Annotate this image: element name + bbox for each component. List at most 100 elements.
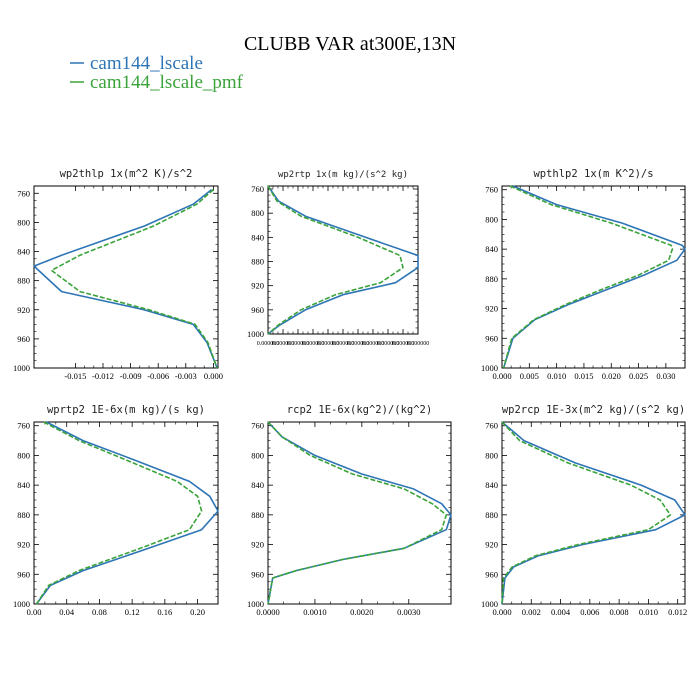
x-tick-label: 0.000000 xyxy=(317,341,340,347)
x-tick-label: 0.012 xyxy=(668,607,687,617)
y-tick-label: 920 xyxy=(251,281,264,291)
y-tick-label: 840 xyxy=(485,480,498,490)
panel-4: wprtp2 1E-6x(m kg)/(s kg) 760 800 840 880 920… xyxy=(13,404,219,617)
x-tick-label: 0.000000 xyxy=(332,341,355,347)
legend-label-cam144-lscale-pmf: cam144_lscale_pmf xyxy=(90,72,244,93)
x-tick-label: 0.025 xyxy=(629,371,648,381)
series-line-cam144-lscale-pmf xyxy=(35,421,203,605)
y-tick-label: 760 xyxy=(17,188,30,198)
x-tick-label: 0.08 xyxy=(92,607,107,617)
x-tick-label: 0.010 xyxy=(547,371,566,381)
y-tick-label: 880 xyxy=(485,510,498,520)
panel-title: rcp2 1E-6x(kg^2)/(kg^2) xyxy=(287,404,432,416)
plot-frame xyxy=(33,185,219,369)
x-tick-label: -0.015 xyxy=(64,371,86,381)
series-line-cam144-lscale-pmf xyxy=(502,185,674,369)
legend: cam144_lscale cam144_lscale_pmf xyxy=(70,53,244,93)
y-tick-label: 920 xyxy=(485,304,498,314)
y-tick-label: 920 xyxy=(17,305,30,315)
x-tick-label: 0.000000 xyxy=(362,341,385,347)
panel-1: wp2thlp 1x(m^2 K)/s^2 760 800 840 880 920 960 1… xyxy=(13,168,223,381)
x-tick-label: 0.0010 xyxy=(303,607,326,617)
y-tick-label: 960 xyxy=(485,333,498,343)
x-tick-label: 0.0030 xyxy=(397,607,420,617)
x-tick-label: 0.12 xyxy=(125,607,140,617)
x-tick-label: 0.000000 xyxy=(257,341,280,347)
x-tick-label: -0.003 xyxy=(175,371,197,381)
x-tick-label: 0.000000 xyxy=(392,341,415,347)
series-line-cam144-lscale xyxy=(267,421,452,605)
x-tick-label: 0.030 xyxy=(656,371,675,381)
y-tick-label: 800 xyxy=(251,450,264,460)
y-tick-label: 1000 xyxy=(481,599,498,609)
panel-title: wprtp2 1E-6x(m kg)/(s kg) xyxy=(47,404,205,416)
x-tick-label: 0.20 xyxy=(190,607,205,617)
series-line-cam144-lscale xyxy=(501,421,686,605)
y-tick-label: 800 xyxy=(485,450,498,460)
x-tick-label: 0.006 xyxy=(580,607,599,617)
x-tick-label: -0.009 xyxy=(120,371,142,381)
series-line-cam144-lscale xyxy=(502,185,686,369)
y-tick-label: 1000 xyxy=(481,363,498,373)
series-line-cam144-lscale-pmf xyxy=(267,185,404,335)
x-tick-label: 0.0020 xyxy=(350,607,373,617)
x-tick-label: -0.006 xyxy=(147,371,169,381)
panel-6: wp2rcp 1E-3x(m^2 kg)/(s^2 kg) 760 800 840 88… xyxy=(481,404,687,617)
y-tick-label: 880 xyxy=(251,510,264,520)
y-tick-label: 840 xyxy=(17,247,30,257)
panel-title: wp2rcp 1E-3x(m^2 kg)/(s^2 kg) xyxy=(502,404,685,416)
y-tick-label: 760 xyxy=(485,421,498,431)
series-line-cam144-lscale xyxy=(35,421,219,605)
y-tick-label: 960 xyxy=(17,334,30,344)
y-tick-label: 920 xyxy=(251,540,264,550)
x-tick-label: 0.002 xyxy=(522,607,541,617)
y-tick-label: 760 xyxy=(251,421,264,431)
y-tick-label: 840 xyxy=(251,232,264,242)
panel-title: wp2thlp 1x(m^2 K)/s^2 xyxy=(60,168,193,180)
x-tick-label: 0.000 xyxy=(204,371,223,381)
y-tick-label: 1000 xyxy=(247,599,264,609)
y-tick-label: 880 xyxy=(17,510,30,520)
y-tick-label: 880 xyxy=(251,257,264,267)
panel-title: wpthlp2 1x(m K^2)/s xyxy=(533,168,653,180)
plot-frame xyxy=(501,185,686,369)
series-line-cam144-lscale xyxy=(267,185,419,335)
series-line-cam144-lscale-pmf xyxy=(267,421,448,605)
y-tick-label: 800 xyxy=(17,450,30,460)
y-tick-label: 880 xyxy=(17,276,30,286)
panels: wp2thlp 1x(m^2 K)/s^2 760 800 840 880 920 960 1… xyxy=(13,168,687,617)
x-tick-label: 0.00 xyxy=(27,607,42,617)
y-tick-label: 760 xyxy=(251,184,264,194)
x-tick-label: 0.008 xyxy=(610,607,629,617)
x-tick-label: 0.015 xyxy=(574,371,593,381)
legend-label-cam144-lscale: cam144_lscale xyxy=(90,53,203,74)
x-tick-label: 0.000 xyxy=(492,371,511,381)
x-tick-label: 0.000 xyxy=(492,607,511,617)
x-tick-label: 0.000000 xyxy=(407,341,430,347)
y-tick-label: 840 xyxy=(251,480,264,490)
x-tick-label: 0.004 xyxy=(551,607,571,617)
series-line-cam144-lscale xyxy=(33,188,218,369)
series-line-cam144-lscale-pmf xyxy=(50,188,218,369)
x-tick-label: 0.04 xyxy=(59,607,75,617)
series-line-cam144-lscale-pmf xyxy=(501,421,672,605)
y-tick-label: 840 xyxy=(17,480,30,490)
y-tick-label: 760 xyxy=(485,185,498,195)
x-tick-label: 0.000000 xyxy=(347,341,370,347)
x-tick-label: 0.010 xyxy=(639,607,658,617)
x-tick-label: 0.0000 xyxy=(256,607,279,617)
figure-title: CLUBB VAR at300E,13N xyxy=(244,33,456,55)
y-tick-label: 760 xyxy=(17,421,30,431)
panel-2: wp2rtp 1x(m kg)/(s^2 kg) 760 800 840 880 920 9… xyxy=(247,170,429,347)
plot-frame xyxy=(33,421,219,605)
x-tick-label: 0.000000 xyxy=(287,341,310,347)
y-tick-label: 800 xyxy=(17,217,30,227)
y-tick-label: 800 xyxy=(485,214,498,224)
y-tick-label: 840 xyxy=(485,244,498,254)
y-tick-label: 960 xyxy=(485,569,498,579)
y-tick-label: 960 xyxy=(251,305,264,315)
panel-title: wp2rtp 1x(m kg)/(s^2 kg) xyxy=(278,170,408,180)
x-tick-label: 0.020 xyxy=(602,371,621,381)
y-tick-label: 1000 xyxy=(13,363,30,373)
